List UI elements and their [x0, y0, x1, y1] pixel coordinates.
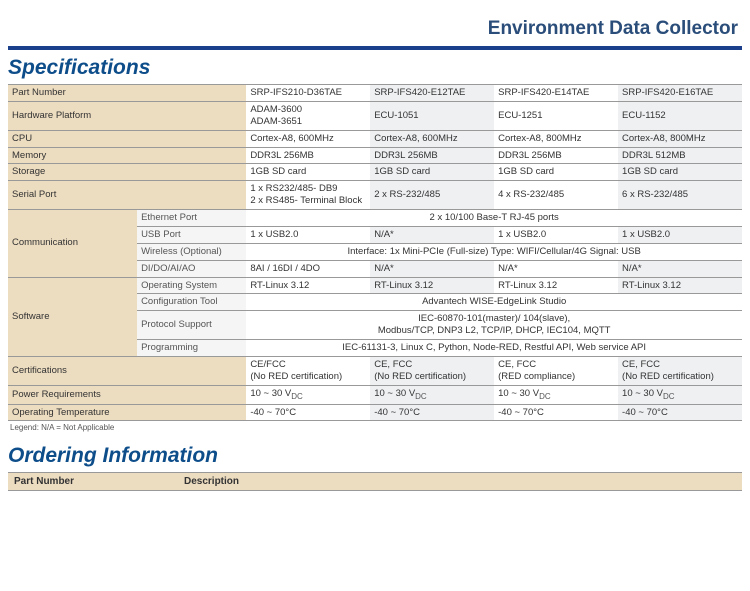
label-part-number: Part Number — [8, 85, 246, 102]
sub-dio: DI/DO/AI/AO — [137, 260, 246, 277]
row-power: Power Requirements 10 ~ 30 VDC 10 ~ 30 V… — [8, 385, 742, 404]
cpu-3: Cortex-A8, 800MHz — [618, 130, 742, 147]
mem-2: DDR3L 256MB — [494, 147, 618, 164]
label-cpu: CPU — [8, 130, 246, 147]
row-sw-os: Software Operating System RT-Linux 3.12 … — [8, 277, 742, 294]
pn-0: SRP-IFS210-D36TAE — [246, 85, 370, 102]
ser-3: 6 x RS-232/485 — [618, 181, 742, 210]
usb-2: 1 x USB2.0 — [494, 226, 618, 243]
cert-1: CE, FCC(No RED certification) — [370, 356, 494, 385]
power-3: 10 ~ 30 VDC — [618, 385, 742, 404]
os-1: RT-Linux 3.12 — [370, 277, 494, 294]
sub-wireless: Wireless (Optional) — [137, 243, 246, 260]
power-1: 10 ~ 30 VDC — [370, 385, 494, 404]
label-software: Software — [8, 277, 137, 356]
config-span: Advantech WISE-EdgeLink Studio — [246, 294, 742, 311]
order-header-pn: Part Number — [8, 473, 178, 491]
dio-0: 8AI / 16DI / 4DO — [246, 260, 370, 277]
cert-0: CE/FCC(No RED certification) — [246, 356, 370, 385]
cpu-1: Cortex-A8, 600MHz — [370, 130, 494, 147]
os-3: RT-Linux 3.12 — [618, 277, 742, 294]
row-serial-port: Serial Port 1 x RS232/485- DB92 x RS485-… — [8, 181, 742, 210]
label-hardware-platform: Hardware Platform — [8, 101, 246, 130]
usb-3: 1 x USB2.0 — [618, 226, 742, 243]
label-storage: Storage — [8, 164, 246, 181]
page-title: Environment Data Collector — [0, 0, 750, 46]
hw-2: ECU-1251 — [494, 101, 618, 130]
section-ordering: Ordering Information — [0, 440, 750, 472]
label-temp: Operating Temperature — [8, 404, 246, 421]
row-part-number: Part Number SRP-IFS210-D36TAE SRP-IFS420… — [8, 85, 742, 102]
usb-1: N/A* — [370, 226, 494, 243]
legend: Legend: N/A = Not Applicable — [0, 421, 750, 440]
usb-0: 1 x USB2.0 — [246, 226, 370, 243]
row-hardware-platform: Hardware Platform ADAM-3600ADAM-3651 ECU… — [8, 101, 742, 130]
ser-1: 2 x RS-232/485 — [370, 181, 494, 210]
hw-1: ECU-1051 — [370, 101, 494, 130]
mem-1: DDR3L 256MB — [370, 147, 494, 164]
stor-2: 1GB SD card — [494, 164, 618, 181]
order-table: Part Number Description — [8, 472, 742, 491]
pn-3: SRP-IFS420-E16TAE — [618, 85, 742, 102]
row-memory: Memory DDR3L 256MB DDR3L 256MB DDR3L 256… — [8, 147, 742, 164]
power-2: 10 ~ 30 VDC — [494, 385, 618, 404]
eth-span: 2 x 10/100 Base-T RJ-45 ports — [246, 210, 742, 227]
temp-2: -40 ~ 70°C — [494, 404, 618, 421]
spec-table: Part Number SRP-IFS210-D36TAE SRP-IFS420… — [8, 84, 742, 421]
temp-1: -40 ~ 70°C — [370, 404, 494, 421]
pn-2: SRP-IFS420-E14TAE — [494, 85, 618, 102]
temp-3: -40 ~ 70°C — [618, 404, 742, 421]
cert-3: CE, FCC(No RED certification) — [618, 356, 742, 385]
sub-os: Operating System — [137, 277, 246, 294]
mem-0: DDR3L 256MB — [246, 147, 370, 164]
sub-protocol: Protocol Support — [137, 311, 246, 340]
dio-2: N/A* — [494, 260, 618, 277]
hw-3: ECU-1152 — [618, 101, 742, 130]
row-storage: Storage 1GB SD card 1GB SD card 1GB SD c… — [8, 164, 742, 181]
row-certifications: Certifications CE/FCC(No RED certificati… — [8, 356, 742, 385]
hw-0: ADAM-3600ADAM-3651 — [246, 101, 370, 130]
label-serial-port: Serial Port — [8, 181, 246, 210]
section-specifications: Specifications — [0, 52, 750, 84]
stor-3: 1GB SD card — [618, 164, 742, 181]
wireless-span: Interface: 1x Mini-PCIe (Full-size) Type… — [246, 243, 742, 260]
label-power: Power Requirements — [8, 385, 246, 404]
label-memory: Memory — [8, 147, 246, 164]
ser-2: 4 x RS-232/485 — [494, 181, 618, 210]
cpu-0: Cortex-A8, 600MHz — [246, 130, 370, 147]
mem-3: DDR3L 512MB — [618, 147, 742, 164]
protocol-span: IEC-60870-101(master)/ 104(slave),Modbus… — [246, 311, 742, 340]
sub-config: Configuration Tool — [137, 294, 246, 311]
label-communication: Communication — [8, 210, 137, 278]
stor-1: 1GB SD card — [370, 164, 494, 181]
order-header-desc: Description — [178, 473, 742, 491]
dio-1: N/A* — [370, 260, 494, 277]
programming-span: IEC-61131-3, Linux C, Python, Node-RED, … — [246, 340, 742, 357]
row-cpu: CPU Cortex-A8, 600MHz Cortex-A8, 600MHz … — [8, 130, 742, 147]
power-0: 10 ~ 30 VDC — [246, 385, 370, 404]
cpu-2: Cortex-A8, 800MHz — [494, 130, 618, 147]
temp-0: -40 ~ 70°C — [246, 404, 370, 421]
ser-0: 1 x RS232/485- DB92 x RS485- Terminal Bl… — [246, 181, 370, 210]
sub-usb: USB Port — [137, 226, 246, 243]
sub-ethernet: Ethernet Port — [137, 210, 246, 227]
stor-0: 1GB SD card — [246, 164, 370, 181]
os-2: RT-Linux 3.12 — [494, 277, 618, 294]
title-rule — [8, 46, 742, 50]
sub-programming: Programming — [137, 340, 246, 357]
cert-2: CE, FCC(RED compliance) — [494, 356, 618, 385]
pn-1: SRP-IFS420-E12TAE — [370, 85, 494, 102]
dio-3: N/A* — [618, 260, 742, 277]
row-comm-ethernet: Communication Ethernet Port 2 x 10/100 B… — [8, 210, 742, 227]
row-temp: Operating Temperature -40 ~ 70°C -40 ~ 7… — [8, 404, 742, 421]
label-certifications: Certifications — [8, 356, 246, 385]
os-0: RT-Linux 3.12 — [246, 277, 370, 294]
